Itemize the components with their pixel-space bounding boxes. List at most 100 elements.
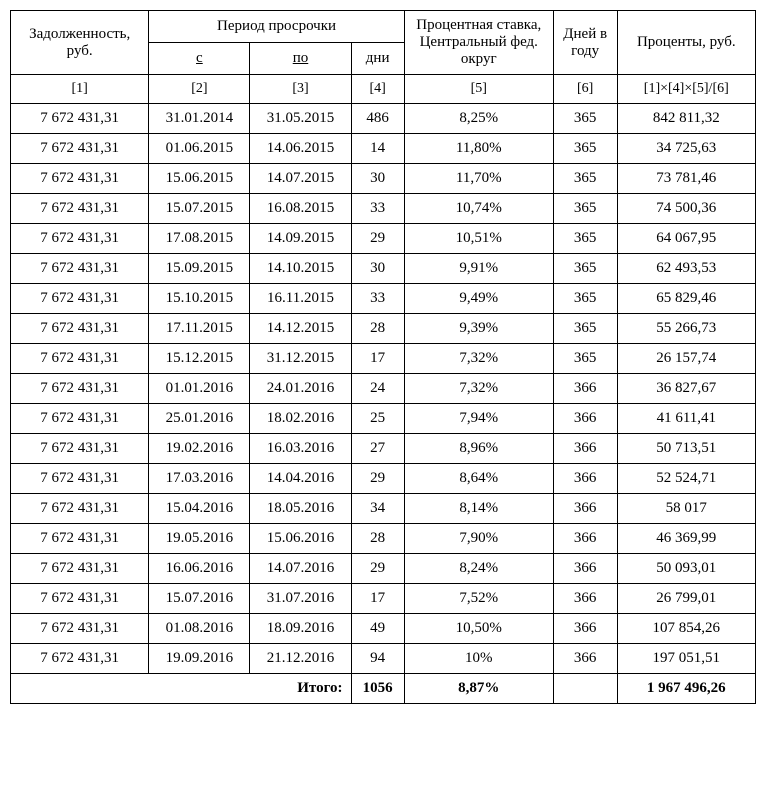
cell-debt: 7 672 431,31	[11, 584, 149, 614]
cell-interest: 58 017	[617, 494, 755, 524]
cell-days: 30	[351, 164, 404, 194]
cell-to: 21.12.2016	[250, 644, 351, 674]
cell-rate: 8,25%	[404, 104, 553, 134]
cell-debt: 7 672 431,31	[11, 104, 149, 134]
cell-to: 14.09.2015	[250, 224, 351, 254]
ref-rate: [5]	[404, 75, 553, 104]
cell-debt: 7 672 431,31	[11, 254, 149, 284]
cell-from: 15.07.2016	[149, 584, 250, 614]
cell-days: 49	[351, 614, 404, 644]
table-row: 7 672 431,3119.09.201621.12.20169410%366…	[11, 644, 756, 674]
cell-to: 14.06.2015	[250, 134, 351, 164]
cell-rate: 7,32%	[404, 344, 553, 374]
cell-interest: 62 493,53	[617, 254, 755, 284]
cell-days: 29	[351, 224, 404, 254]
cell-days: 28	[351, 524, 404, 554]
cell-interest: 842 811,32	[617, 104, 755, 134]
cell-rate: 8,24%	[404, 554, 553, 584]
cell-interest: 55 266,73	[617, 314, 755, 344]
cell-days: 17	[351, 584, 404, 614]
cell-debt: 7 672 431,31	[11, 344, 149, 374]
cell-from: 17.08.2015	[149, 224, 250, 254]
cell-days: 33	[351, 194, 404, 224]
cell-interest: 65 829,46	[617, 284, 755, 314]
cell-from: 15.09.2015	[149, 254, 250, 284]
table-row: 7 672 431,3115.12.201531.12.2015177,32%3…	[11, 344, 756, 374]
table-row: 7 672 431,3116.06.201614.07.2016298,24%3…	[11, 554, 756, 584]
cell-debt: 7 672 431,31	[11, 284, 149, 314]
table-row: 7 672 431,3115.10.201516.11.2015339,49%3…	[11, 284, 756, 314]
table-body: 7 672 431,3131.01.201431.05.20154868,25%…	[11, 104, 756, 674]
cell-from: 15.10.2015	[149, 284, 250, 314]
cell-dyear: 366	[553, 434, 617, 464]
cell-dyear: 366	[553, 404, 617, 434]
cell-to: 14.07.2015	[250, 164, 351, 194]
cell-rate: 11,80%	[404, 134, 553, 164]
totals-label: Итого:	[11, 674, 352, 704]
cell-rate: 10,74%	[404, 194, 553, 224]
header-interest: Проценты, руб.	[617, 11, 755, 75]
table-row: 7 672 431,3115.09.201514.10.2015309,91%3…	[11, 254, 756, 284]
cell-debt: 7 672 431,31	[11, 134, 149, 164]
cell-rate: 8,64%	[404, 464, 553, 494]
cell-to: 14.12.2015	[250, 314, 351, 344]
cell-from: 19.09.2016	[149, 644, 250, 674]
cell-to: 14.10.2015	[250, 254, 351, 284]
cell-from: 25.01.2016	[149, 404, 250, 434]
cell-days: 27	[351, 434, 404, 464]
cell-rate: 9,49%	[404, 284, 553, 314]
header-debt: Задолженность, руб.	[11, 11, 149, 75]
table-row: 7 672 431,3117.11.201514.12.2015289,39%3…	[11, 314, 756, 344]
cell-rate: 9,91%	[404, 254, 553, 284]
cell-from: 16.06.2016	[149, 554, 250, 584]
cell-interest: 73 781,46	[617, 164, 755, 194]
cell-rate: 7,94%	[404, 404, 553, 434]
totals-days: 1056	[351, 674, 404, 704]
cell-from: 01.01.2016	[149, 374, 250, 404]
cell-rate: 10,51%	[404, 224, 553, 254]
cell-dyear: 365	[553, 344, 617, 374]
cell-from: 15.12.2015	[149, 344, 250, 374]
cell-debt: 7 672 431,31	[11, 314, 149, 344]
cell-dyear: 366	[553, 584, 617, 614]
table-row: 7 672 431,3101.06.201514.06.20151411,80%…	[11, 134, 756, 164]
cell-from: 01.08.2016	[149, 614, 250, 644]
cell-interest: 64 067,95	[617, 224, 755, 254]
cell-from: 17.03.2016	[149, 464, 250, 494]
cell-days: 24	[351, 374, 404, 404]
cell-to: 16.11.2015	[250, 284, 351, 314]
ref-to: [3]	[250, 75, 351, 104]
cell-dyear: 366	[553, 524, 617, 554]
cell-days: 33	[351, 284, 404, 314]
cell-to: 31.05.2015	[250, 104, 351, 134]
cell-interest: 46 369,99	[617, 524, 755, 554]
ref-days: [4]	[351, 75, 404, 104]
cell-dyear: 366	[553, 374, 617, 404]
reference-row: [1] [2] [3] [4] [5] [6] [1]×[4]×[5]/[6]	[11, 75, 756, 104]
cell-to: 31.07.2016	[250, 584, 351, 614]
cell-days: 34	[351, 494, 404, 524]
table-row: 7 672 431,3115.04.201618.05.2016348,14%3…	[11, 494, 756, 524]
cell-from: 19.05.2016	[149, 524, 250, 554]
cell-rate: 8,14%	[404, 494, 553, 524]
table-row: 7 672 431,3115.07.201516.08.20153310,74%…	[11, 194, 756, 224]
cell-interest: 26 799,01	[617, 584, 755, 614]
cell-days: 94	[351, 644, 404, 674]
ref-debt: [1]	[11, 75, 149, 104]
table-header: Задолженность, руб. Период просрочки Про…	[11, 11, 756, 104]
header-period-group: Период просрочки	[149, 11, 404, 43]
cell-interest: 107 854,26	[617, 614, 755, 644]
cell-to: 18.02.2016	[250, 404, 351, 434]
cell-debt: 7 672 431,31	[11, 554, 149, 584]
cell-debt: 7 672 431,31	[11, 194, 149, 224]
cell-to: 24.01.2016	[250, 374, 351, 404]
header-days-in-year: Дней в году	[553, 11, 617, 75]
cell-rate: 7,32%	[404, 374, 553, 404]
cell-rate: 11,70%	[404, 164, 553, 194]
cell-to: 14.04.2016	[250, 464, 351, 494]
cell-dyear: 366	[553, 614, 617, 644]
table-row: 7 672 431,3119.02.201616.03.2016278,96%3…	[11, 434, 756, 464]
cell-to: 18.09.2016	[250, 614, 351, 644]
cell-debt: 7 672 431,31	[11, 494, 149, 524]
header-rate: Процентная ставка, Центральный фед. окру…	[404, 11, 553, 75]
